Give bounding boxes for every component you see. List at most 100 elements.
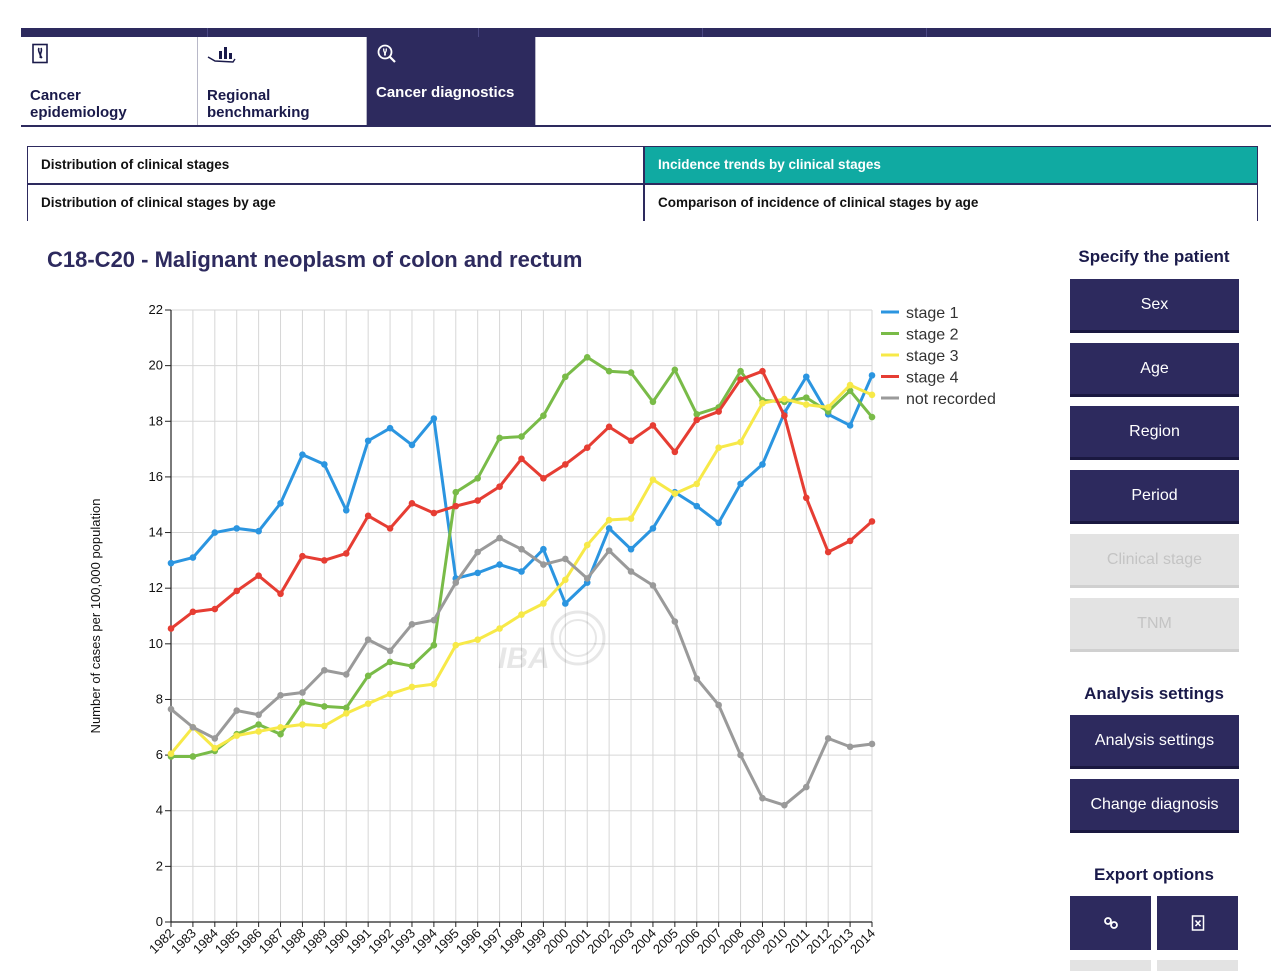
legend-label: not recorded — [906, 391, 996, 408]
chart-axes: 0246810121416182022198219831984198519861… — [88, 302, 878, 957]
data-point — [299, 689, 306, 696]
export-option-button[interactable] — [1070, 960, 1151, 971]
data-point — [540, 545, 547, 553]
export-option-button[interactable] — [1157, 960, 1238, 971]
data-point — [386, 525, 394, 532]
export-options-heading: Export options — [1094, 865, 1214, 884]
data-point — [737, 438, 744, 446]
data-point — [321, 557, 328, 564]
data-point — [605, 516, 613, 524]
data-point — [562, 555, 569, 563]
data-point — [211, 529, 219, 536]
subtab-distribution-stages[interactable]: Distribution of clinical stages — [28, 147, 643, 183]
y-tick-label: 10 — [149, 636, 163, 651]
data-point — [518, 568, 525, 575]
data-point — [759, 399, 766, 407]
data-point — [671, 618, 679, 625]
age-button[interactable]: Age — [1070, 343, 1239, 397]
data-point — [364, 512, 372, 520]
module-tab-regional-benchmarking[interactable]: Regional benchmarking — [198, 37, 367, 125]
region-button[interactable]: Region — [1070, 406, 1239, 460]
data-point — [605, 547, 613, 554]
data-point — [540, 561, 547, 568]
topbar-divider — [702, 28, 703, 37]
data-point — [781, 801, 788, 809]
data-point — [189, 723, 197, 731]
data-point — [802, 783, 810, 791]
data-point — [518, 455, 525, 463]
data-point — [540, 475, 547, 482]
data-point — [496, 483, 503, 490]
subtab-distribution-stages-by-age[interactable]: Distribution of clinical stages by age — [28, 185, 643, 221]
data-point — [627, 545, 635, 553]
export-link-button[interactable] — [1070, 896, 1151, 950]
data-point — [759, 367, 766, 375]
data-point — [802, 394, 810, 401]
module-tab-label: Cancer diagnostics — [376, 84, 515, 101]
subtab-comparison-by-age[interactable]: Comparison of incidence of clinical stag… — [645, 185, 1257, 221]
y-axis-label: Number of cases per 100,000 population — [88, 499, 103, 734]
data-point — [846, 743, 854, 751]
data-point — [802, 373, 810, 381]
analysis-settings-button[interactable]: Analysis settings — [1070, 715, 1239, 769]
top-navigation-bar — [21, 28, 1271, 37]
data-point — [518, 433, 525, 440]
y-tick-label: 8 — [156, 691, 163, 706]
data-point — [868, 740, 876, 748]
period-button[interactable]: Period — [1070, 470, 1239, 524]
data-point — [211, 744, 219, 752]
sex-button[interactable]: Sex — [1070, 279, 1239, 333]
data-point — [277, 500, 284, 507]
x-tick-label: 2014 — [847, 926, 878, 957]
data-point — [277, 691, 284, 699]
y-tick-label: 20 — [149, 358, 163, 373]
data-point — [277, 730, 284, 738]
subtab-incidence-trends[interactable]: Incidence trends by clinical stages — [645, 147, 1257, 183]
data-point — [408, 621, 416, 628]
data-point — [189, 608, 197, 616]
data-point — [342, 506, 350, 514]
data-point — [693, 411, 701, 418]
data-point — [364, 672, 372, 680]
data-point — [430, 415, 438, 422]
data-point — [583, 541, 591, 549]
data-point — [540, 600, 547, 607]
data-point — [693, 675, 701, 682]
tnm-button: TNM — [1070, 598, 1239, 652]
data-point — [824, 548, 832, 556]
chart-title: C18-C20 - Malignant neoplasm of colon an… — [47, 247, 583, 272]
data-point — [233, 707, 241, 714]
data-point — [277, 590, 284, 598]
legend-label: stage 3 — [906, 348, 959, 365]
data-point — [342, 671, 350, 678]
data-point — [299, 721, 306, 728]
data-point — [408, 683, 416, 691]
data-point — [277, 723, 284, 731]
subtab-divider — [643, 147, 645, 220]
data-point — [540, 412, 547, 420]
chart-grid — [170, 309, 873, 923]
data-point — [737, 367, 744, 375]
module-tab-label: Cancer epidemiology — [30, 87, 127, 121]
data-point — [452, 641, 460, 649]
data-point — [255, 711, 262, 719]
data-point — [189, 554, 197, 561]
data-point — [759, 461, 766, 468]
topbar-divider — [926, 28, 927, 37]
data-point — [430, 641, 438, 649]
module-tab-cancer-epidemiology[interactable]: Cancer epidemiology — [21, 37, 198, 125]
data-point — [474, 569, 481, 577]
export-excel-button[interactable] — [1157, 896, 1238, 950]
data-point — [846, 381, 854, 389]
data-point — [518, 545, 525, 553]
analysis-subtabs: Distribution of clinical stages Incidenc… — [27, 146, 1258, 221]
data-point — [583, 444, 591, 451]
data-point — [167, 705, 175, 713]
module-tab-cancer-diagnostics[interactable]: Cancer diagnostics — [367, 37, 536, 125]
data-point — [781, 395, 788, 403]
data-point — [321, 703, 328, 710]
change-diagnosis-button[interactable]: Change diagnosis — [1070, 779, 1239, 833]
data-point — [605, 423, 613, 431]
y-tick-label: 22 — [149, 302, 163, 317]
data-point — [211, 605, 219, 613]
